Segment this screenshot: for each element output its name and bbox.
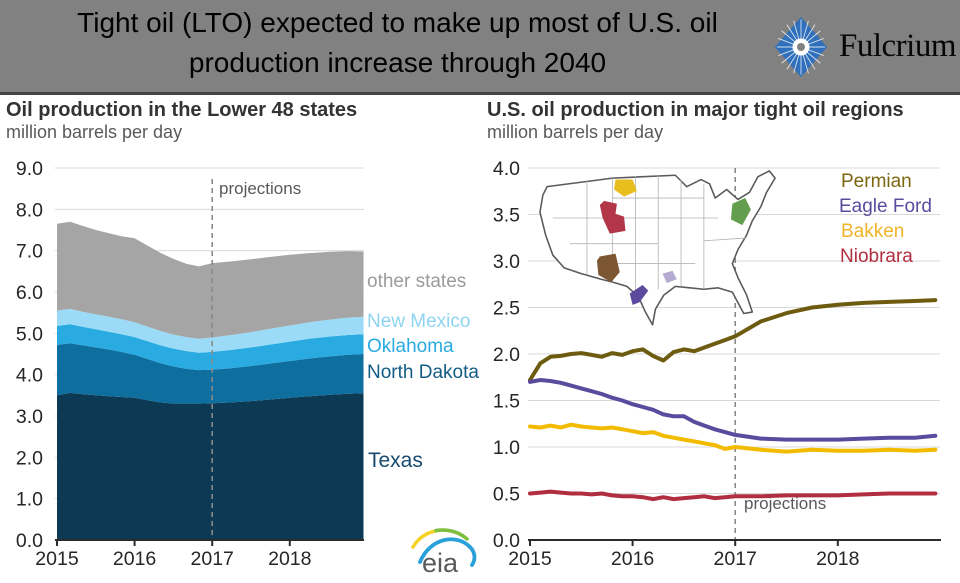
y-tick-label: 6.0 — [16, 282, 43, 304]
diamond-ray — [778, 38, 796, 46]
diamond-ray — [781, 50, 797, 64]
x-tick-label: 2016 — [611, 548, 654, 570]
eia-swoosh-green — [434, 528, 469, 541]
header-banner: Tight oil (LTO) expected to make up most… — [0, 0, 960, 95]
left-chart-subtitle: million barrels per day — [6, 122, 183, 142]
eia-swoosh-blue — [418, 537, 477, 567]
x-tick-label: 2016 — [113, 548, 156, 570]
y-tick-label: 0.5 — [493, 484, 520, 506]
area-label-other-states: other states — [367, 271, 467, 292]
right-chart-subtitle: million barrels per day — [487, 122, 664, 142]
y-tick-label: 8.0 — [16, 199, 43, 221]
y-tick-label: 4.0 — [493, 158, 520, 180]
map-region-gold-bakken — [614, 179, 637, 197]
map-region-red-niobrara — [599, 200, 626, 234]
diamond-ray — [806, 48, 824, 56]
legend-permian: Permian — [841, 171, 912, 192]
x-tick-label: 2018 — [816, 548, 859, 570]
line-bakken — [528, 422, 938, 454]
y-tick-label: 4.0 — [16, 365, 43, 387]
diamond-ray — [805, 50, 821, 64]
x-tick-label: 2017 — [714, 548, 757, 570]
page-title-line-2: production increase through 2040 — [188, 47, 607, 78]
legend-bakken: Bakken — [841, 221, 905, 242]
us-map-outline — [539, 170, 776, 326]
area-label-new-mexico: New Mexico — [367, 311, 471, 332]
y-tick-label: 2.5 — [493, 298, 520, 320]
area-new-mexico — [57, 308, 364, 353]
diamond-ray — [786, 52, 798, 70]
line-permian — [528, 298, 938, 382]
map-region-brown-permian — [596, 253, 620, 283]
diamond-ray — [802, 20, 809, 41]
legend-niobrara: Niobrara — [840, 246, 913, 267]
diamond-center-hole — [797, 43, 805, 51]
x-tick-label: 2015 — [508, 548, 552, 570]
y-tick-label: 1.5 — [493, 391, 520, 413]
map-region-green-east — [730, 198, 751, 226]
charts-canvas: 0.0 1.0 2.0 3.0 4.0 5.0 6.0 7.0 8.0 9.0 2015 2016 20… — [16, 158, 941, 578]
y-tick-label: 2.0 — [16, 447, 43, 469]
right-chart-title: U.S. oil production in major tight oil r… — [487, 99, 904, 121]
left-projections-label: projections — [219, 179, 302, 198]
diamond-ray — [806, 38, 824, 46]
legend-eagle-ford: Eagle Ford — [839, 196, 932, 217]
diamond-ray — [804, 52, 816, 70]
y-tick-label: 9.0 — [16, 158, 43, 180]
state-border-line — [703, 237, 747, 242]
area-label-north-dakota: North Dakota — [367, 362, 479, 383]
y-tick-label: 3.0 — [16, 406, 43, 428]
eia-logo: eia — [411, 528, 477, 578]
y-tick-label: 1.0 — [16, 489, 43, 511]
fulcrium-logo: Fulcrium — [773, 0, 957, 92]
x-tick-label: 2017 — [191, 548, 234, 570]
left-chart-title: Oil production in the Lower 48 states — [6, 99, 358, 121]
x-tick-label: 2018 — [268, 548, 311, 570]
y-tick-label: 2.0 — [493, 344, 520, 366]
y-tick-label: 7.0 — [16, 241, 43, 263]
map-region-purple-eagle-ford — [629, 284, 649, 305]
diamond-ray — [781, 30, 797, 44]
area-label-texas: Texas — [368, 449, 423, 472]
fulcrium-logo-text: Fulcrium — [839, 27, 957, 64]
y-tick-label: 3.0 — [493, 251, 520, 273]
diamond-ray — [802, 53, 809, 74]
y-tick-label: 0.0 — [493, 530, 520, 552]
page-title: Tight oil (LTO) expected to make up most… — [0, 3, 795, 83]
right-projections-label: projections — [744, 494, 827, 513]
area-texas — [57, 392, 364, 540]
line-niobrara — [528, 489, 938, 502]
area-oklahoma — [57, 324, 364, 371]
x-tick-label: 2015 — [35, 548, 79, 570]
line-eagle-ford — [528, 378, 938, 442]
map-region-light-purple — [662, 270, 677, 283]
us-map-inset — [539, 170, 776, 326]
diamond-ray — [804, 24, 816, 42]
diamond-ray — [793, 53, 800, 74]
eia-logo-text: eia — [422, 548, 459, 578]
diamond-ray — [778, 48, 796, 56]
y-tick-label: 3.5 — [493, 205, 520, 227]
area-label-oklahoma: Oklahoma — [367, 336, 454, 357]
diamond-ray — [786, 24, 798, 42]
diamond-ray — [805, 30, 821, 44]
fulcrium-diamond-icon — [775, 17, 827, 77]
y-tick-label: 1.0 — [493, 437, 520, 459]
y-tick-label: 0.0 — [16, 530, 43, 552]
page-title-line-1: Tight oil (LTO) expected to make up most… — [77, 7, 718, 38]
y-tick-label: 5.0 — [16, 323, 43, 345]
diamond-ray — [793, 20, 800, 41]
area-north-dakota — [57, 343, 364, 404]
area-other-states — [57, 221, 364, 339]
